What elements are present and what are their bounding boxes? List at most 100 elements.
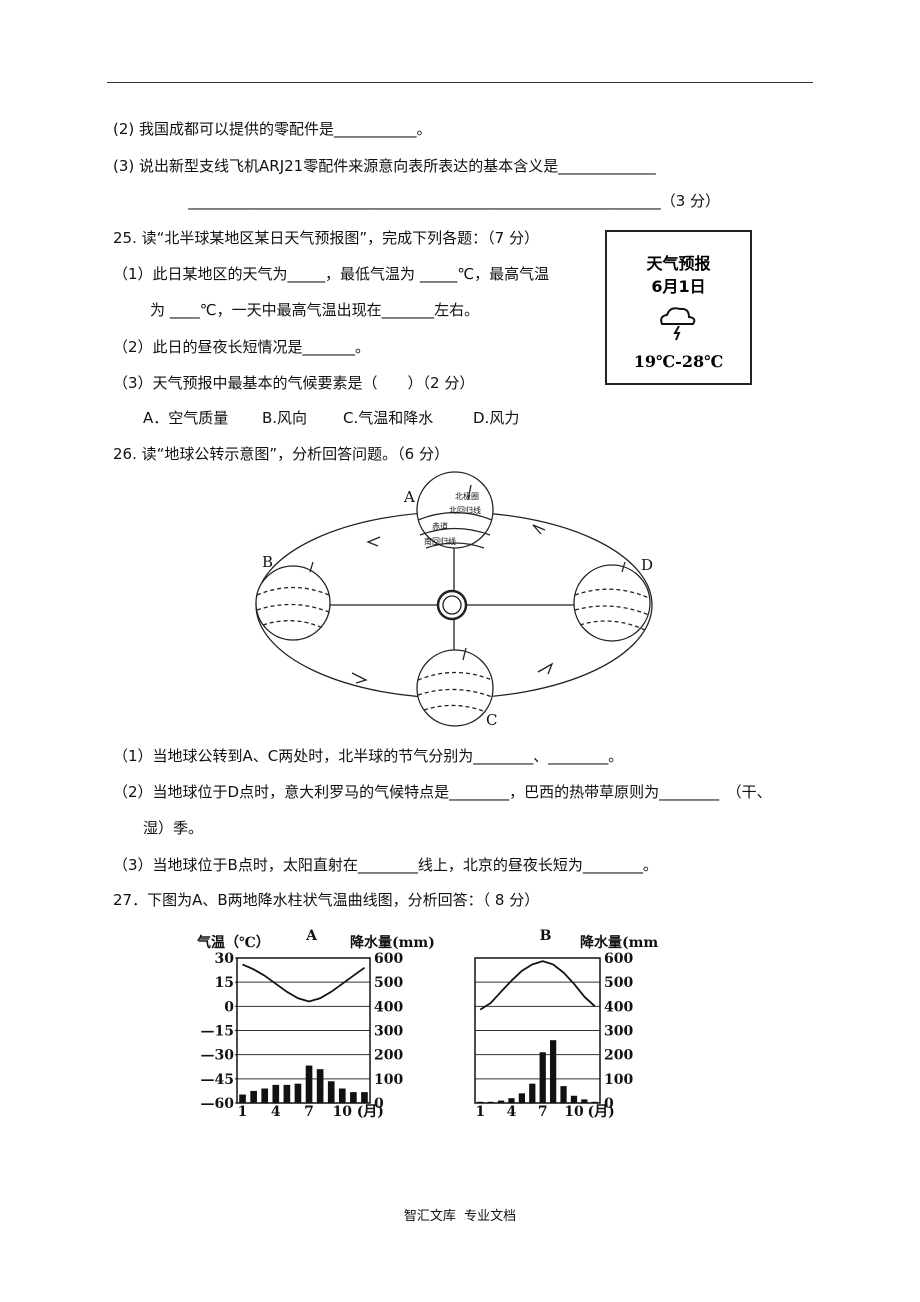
text-line: (3) 说出新型支线飞机ARJ21零配件来源意向表所表达的基本含义是______… <box>113 157 656 175</box>
y2-tick-label: 300 <box>374 1024 403 1040</box>
text-line: （3）天气预报中最基本的气候要素是（ ）（2 分） <box>113 374 475 392</box>
temperature-line <box>242 963 366 1003</box>
orbit-diagram <box>255 471 653 727</box>
x-tick-label: 7 <box>538 1104 548 1120</box>
text-line: （3）当地球位于B点时，太阳直射在________线上，北京的昼夜长短为____… <box>113 856 658 874</box>
y-tick-label: —15 <box>201 1024 234 1040</box>
weather-icon <box>660 307 696 341</box>
text-line: （2）当地球位于D点时，意大利罗马的气候特点是________，巴西的热带草原则… <box>113 783 772 801</box>
text-line: （1）当地球公转到A、C两处时，北半球的节气分别为________、______… <box>113 747 624 765</box>
top-rule <box>107 82 813 83</box>
chart-title: A <box>305 928 318 944</box>
precip-bar <box>477 1101 484 1103</box>
plot-frame <box>236 957 371 1104</box>
x-tick-label: 4 <box>271 1104 281 1120</box>
weather-temp: 19℃-28℃ <box>633 352 724 371</box>
question-title: 25. 读“北半球某地区某日天气预报图”，完成下列各题：（7 分） <box>113 229 539 247</box>
x-unit: (月) <box>588 1104 615 1120</box>
globe-text: 北回归线 <box>449 506 481 515</box>
globe-text: 北极圈 <box>455 492 479 501</box>
text-line: (2) 我国成都可以提供的零配件是___________。 <box>113 120 432 138</box>
weather-date: 6月1日 <box>651 277 706 296</box>
precip-bar <box>361 1092 368 1103</box>
y-tick-label: —30 <box>201 1048 235 1064</box>
y2-tick-label: 0 <box>374 1096 384 1112</box>
y2-tick-label: 500 <box>604 975 633 991</box>
orbit-label: B <box>262 553 274 571</box>
y2-tick-label: 500 <box>374 975 403 991</box>
precip-bar <box>560 1086 567 1103</box>
precip-bar <box>327 1081 335 1103</box>
precip-bar <box>250 1090 257 1103</box>
y2-axis-label: 降水量(mm <box>580 934 658 951</box>
orbit-label: A <box>404 488 415 506</box>
globe-text: 南回归线 <box>424 537 456 546</box>
precip-bar <box>487 1101 494 1103</box>
y-tick-label: 30 <box>215 951 235 967</box>
text-line: ________________________________________… <box>188 192 720 210</box>
precip-bar <box>518 1093 525 1103</box>
precip-bar <box>550 1040 557 1103</box>
precip-bar <box>338 1088 346 1103</box>
weather-title: 天气预报 <box>646 254 711 273</box>
orbit-label: C <box>486 711 498 729</box>
precip-bar <box>283 1084 291 1103</box>
weather-box: 天气预报 6月1日 19℃-28℃ <box>605 230 752 385</box>
text-line: （1）此日某地区的天气为_____，最低气温为 _____℃，最高气温 <box>113 265 550 283</box>
y2-tick-label: 100 <box>374 1072 403 1088</box>
y2-tick-label: 200 <box>374 1048 403 1064</box>
precip-bar <box>294 1083 302 1103</box>
footer: 智汇文库 专业文档 <box>403 1209 517 1224</box>
globe-text: 赤道 <box>432 522 448 531</box>
precip-bar <box>272 1084 280 1103</box>
y2-tick-label: 600 <box>604 951 633 967</box>
y-tick-label: 0 <box>224 999 234 1015</box>
y2-tick-label: 100 <box>604 1072 633 1088</box>
y-axis-label: 气温（℃） <box>196 934 270 951</box>
y-tick-label: —60 <box>201 1096 235 1112</box>
y2-tick-label: 200 <box>604 1048 633 1064</box>
precip-bar <box>529 1083 536 1103</box>
x-tick-label: 1 <box>238 1104 248 1120</box>
temperature-line <box>479 960 596 1011</box>
text-line: 湿）季。 <box>143 819 204 837</box>
option: D.风力 <box>473 409 520 427</box>
precip-bar <box>570 1095 578 1103</box>
text-line: 为 ____℃，一天中最高气温出现在_______左右。 <box>150 301 480 319</box>
option: C.气温和降水 <box>343 409 434 427</box>
y2-tick-label: 0 <box>604 1096 614 1112</box>
precip-bar <box>239 1094 246 1103</box>
plot-frame <box>474 957 601 1104</box>
x-tick-label: 1 <box>475 1104 485 1120</box>
option: A．空气质量 <box>143 409 229 427</box>
precip-bar <box>305 1065 313 1103</box>
y2-tick-label: 300 <box>604 1024 633 1040</box>
orbit-label: D <box>641 556 654 574</box>
x-tick-label: 10 <box>564 1104 584 1120</box>
question-title: 27．下图为A、B两地降水柱状气温曲线图，分析回答：（ 8 分） <box>113 891 540 909</box>
precip-bar <box>350 1092 357 1103</box>
precip-bar <box>591 1101 598 1103</box>
x-tick-label: 7 <box>304 1104 314 1120</box>
precip-bar <box>539 1052 546 1103</box>
text-line: （2）此日的昼夜长短情况是_______。 <box>113 338 371 356</box>
x-unit: (月) <box>357 1104 384 1120</box>
y-tick-label: 15 <box>215 975 234 991</box>
y-tick-label: —45 <box>201 1072 234 1088</box>
y2-tick-label: 600 <box>374 951 403 967</box>
precip-bar <box>508 1098 515 1103</box>
option: B.风向 <box>262 409 308 427</box>
chart-title: B <box>540 928 552 944</box>
x-tick-label: 4 <box>507 1104 517 1120</box>
precip-bar <box>316 1069 324 1103</box>
precip-bar <box>497 1100 505 1103</box>
precip-bar <box>581 1099 588 1103</box>
y2-tick-label: 400 <box>374 999 403 1015</box>
y2-tick-label: 400 <box>604 999 633 1015</box>
x-tick-label: 10 <box>333 1104 353 1120</box>
precip-bar <box>261 1088 269 1103</box>
y2-axis-label: 降水量(mm) <box>350 934 435 951</box>
